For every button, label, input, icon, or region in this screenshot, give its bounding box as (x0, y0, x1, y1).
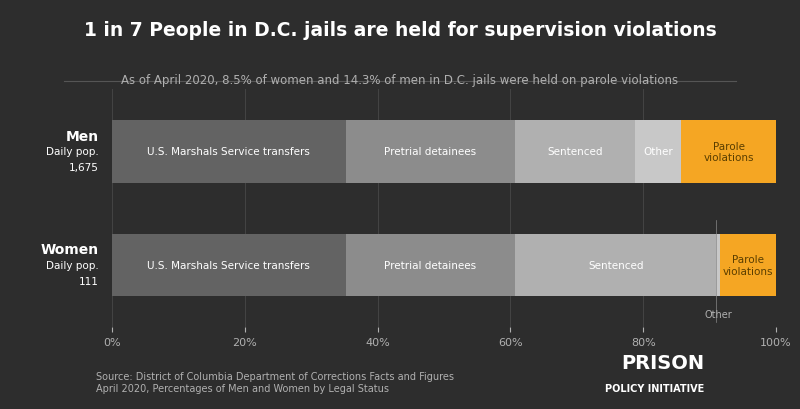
Bar (112, 234, 346, 296)
Text: Parole
violations: Parole violations (722, 254, 773, 276)
Text: Daily pop.: Daily pop. (46, 147, 98, 157)
Text: U.S. Marshals Service transfers: U.S. Marshals Service transfers (147, 147, 310, 157)
Text: Other: Other (643, 147, 673, 157)
Text: Sentenced: Sentenced (547, 147, 602, 157)
Bar (719, 234, 776, 296)
Bar (515, 121, 634, 183)
Bar (346, 121, 515, 183)
Bar (515, 234, 716, 296)
Text: Source: District of Columbia Department of Corrections Facts and Figures
April 2: Source: District of Columbia Department … (96, 371, 454, 393)
Text: Sentenced: Sentenced (588, 260, 643, 270)
Text: Pretrial detainees: Pretrial detainees (384, 260, 477, 270)
Text: Men: Men (66, 129, 98, 143)
Text: 1,675: 1,675 (69, 163, 98, 173)
Text: Pretrial detainees: Pretrial detainees (384, 147, 477, 157)
Bar (112, 121, 346, 183)
Bar (716, 234, 719, 296)
Text: Parole
violations: Parole violations (703, 142, 754, 163)
Text: 111: 111 (79, 276, 98, 286)
Text: PRISON: PRISON (621, 353, 704, 372)
Text: As of April 2020, 8.5% of women and 14.3% of men in D.C. jails were held on paro: As of April 2020, 8.5% of women and 14.3… (122, 74, 678, 87)
Text: Daily pop.: Daily pop. (46, 260, 98, 270)
Text: Women: Women (41, 242, 98, 256)
Text: Other: Other (704, 310, 732, 320)
Bar (634, 121, 681, 183)
Text: 1 in 7 People in D.C. jails are held for supervision violations: 1 in 7 People in D.C. jails are held for… (84, 20, 716, 39)
Text: U.S. Marshals Service transfers: U.S. Marshals Service transfers (147, 260, 310, 270)
Bar (681, 121, 776, 183)
Text: POLICY INITIATIVE: POLICY INITIATIVE (605, 383, 704, 393)
Bar (346, 234, 515, 296)
